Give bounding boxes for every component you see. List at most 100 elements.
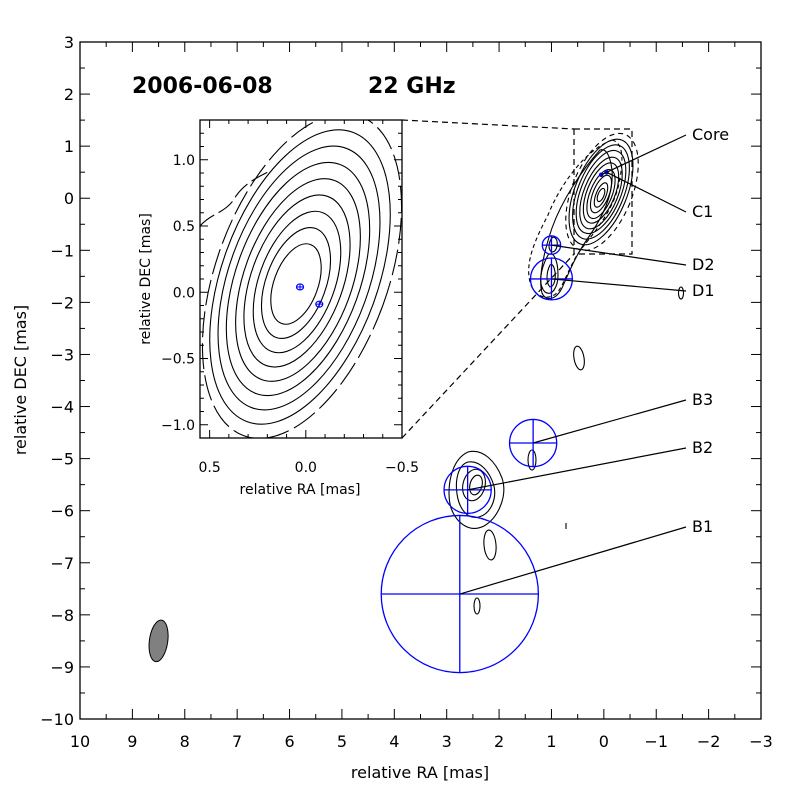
inset-contours	[200, 120, 402, 438]
y-tick-label: −6	[50, 502, 74, 521]
inset-y-tick-label: −1.0	[161, 418, 195, 434]
component-label-d2: D2	[692, 255, 715, 274]
inset-x-tick-label: 0.0	[295, 460, 317, 476]
component-label-b3: B3	[692, 390, 713, 409]
y-tick-label: 2	[64, 85, 74, 104]
x-tick-label: 10	[70, 732, 90, 751]
inset-axis-ticks	[200, 119, 403, 439]
contour	[677, 286, 685, 300]
main-x-axis-label: relative RA [mas]	[351, 763, 489, 782]
zoom-box	[573, 128, 633, 255]
x-tick-label: 1	[546, 732, 556, 751]
contour	[200, 169, 273, 227]
inset-background	[200, 120, 402, 438]
contour	[217, 145, 381, 411]
x-tick-label: −2	[697, 732, 721, 751]
zoom-connector-bottom	[401, 253, 575, 439]
main-plot-frame	[79, 41, 762, 720]
contour	[548, 236, 558, 253]
contour	[455, 461, 496, 518]
inset-y-tick-label: 0.5	[173, 219, 195, 235]
y-tick-label: −5	[50, 450, 74, 469]
inset-component-c1	[315, 300, 324, 308]
contour	[568, 138, 634, 246]
x-tick-label: 6	[284, 732, 294, 751]
contour	[448, 450, 505, 529]
contour	[270, 243, 322, 325]
x-tick-label: 8	[180, 732, 190, 751]
leader-line	[551, 278, 687, 292]
contour	[546, 263, 556, 288]
contour	[462, 468, 486, 502]
leader-line	[459, 526, 687, 595]
inset-y-axis-label: relative DEC [mas]	[138, 213, 154, 345]
y-tick-label: −3	[50, 345, 74, 364]
y-tick-label: −1	[50, 241, 74, 260]
isolated-contours	[473, 286, 685, 615]
y-tick-label: −9	[50, 658, 74, 677]
x-tick-label: −3	[749, 732, 773, 751]
y-tick-label: −4	[50, 398, 74, 417]
contour	[473, 597, 481, 615]
x-tick-label: 3	[442, 732, 452, 751]
contour	[235, 178, 361, 382]
contour	[527, 449, 537, 471]
main-axis-tick-labels: 10 9 8 7 6 5 4 3 2 1 0 −1 −2 −33210−1−2−3−4−5−6−7−8−9…	[40, 33, 773, 751]
contour	[593, 182, 609, 208]
inset-axis-tick-labels: 0.5 0.0 −0.5 1.0 0.5 0.0 −0.5 −1.0	[161, 153, 419, 476]
main-y-axis-label: relative DEC [mas]	[11, 305, 30, 455]
zoom-connector-top	[401, 119, 575, 130]
y-tick-label: 3	[64, 33, 74, 52]
main-axis-ticks	[79, 41, 762, 720]
contour	[260, 226, 332, 340]
leader-line	[532, 399, 687, 444]
y-tick-label: −10	[40, 710, 74, 729]
leader-line	[606, 171, 687, 213]
inset-y-tick-label: −0.5	[161, 352, 195, 368]
contour	[243, 194, 351, 368]
y-tick-label: 1	[64, 137, 74, 156]
contour	[573, 345, 585, 371]
x-tick-label: 2	[494, 732, 504, 751]
contour	[225, 161, 371, 397]
leader-line	[467, 447, 687, 491]
contour	[252, 210, 342, 354]
component-label-core: Core	[692, 125, 729, 144]
inset-x-tick-label: 0.5	[198, 460, 220, 476]
inset-y-tick-label: 1.0	[173, 153, 195, 169]
inset-x-axis-label: relative RA [mas]	[240, 482, 361, 498]
y-tick-label: 0	[64, 189, 74, 208]
x-tick-label: 0	[599, 732, 609, 751]
component-label-c1: C1	[692, 202, 713, 221]
x-tick-label: 9	[127, 732, 137, 751]
y-tick-label: −2	[50, 293, 74, 312]
core-contours	[528, 132, 639, 300]
title-date: 2006-06-08	[132, 74, 273, 99]
inset-y-tick-label: 0.0	[173, 285, 195, 301]
contour	[589, 174, 613, 214]
contour	[209, 129, 391, 425]
leader-line	[600, 134, 687, 176]
contour	[575, 149, 627, 235]
contour	[201, 120, 402, 438]
inset-model-components	[295, 283, 324, 308]
contour	[596, 187, 606, 203]
component-label-b1: B1	[692, 517, 713, 536]
inset-component-core	[295, 283, 305, 291]
restoring-beam	[148, 619, 169, 663]
y-tick-label: −7	[50, 554, 74, 573]
inset-x-tick-label: −0.5	[385, 460, 419, 476]
component-label-b2: B2	[692, 438, 713, 457]
contour	[483, 529, 497, 561]
x-tick-label: −1	[644, 732, 668, 751]
contour	[565, 132, 639, 252]
x-tick-label: 5	[337, 732, 347, 751]
y-tick-label: −8	[50, 606, 74, 625]
x-tick-label: 7	[232, 732, 242, 751]
contour	[528, 139, 623, 298]
component-leader-lines	[459, 134, 687, 595]
contour	[579, 156, 623, 230]
component-labels: Core C1 D2 D1 B3 B2 B1	[692, 125, 729, 536]
